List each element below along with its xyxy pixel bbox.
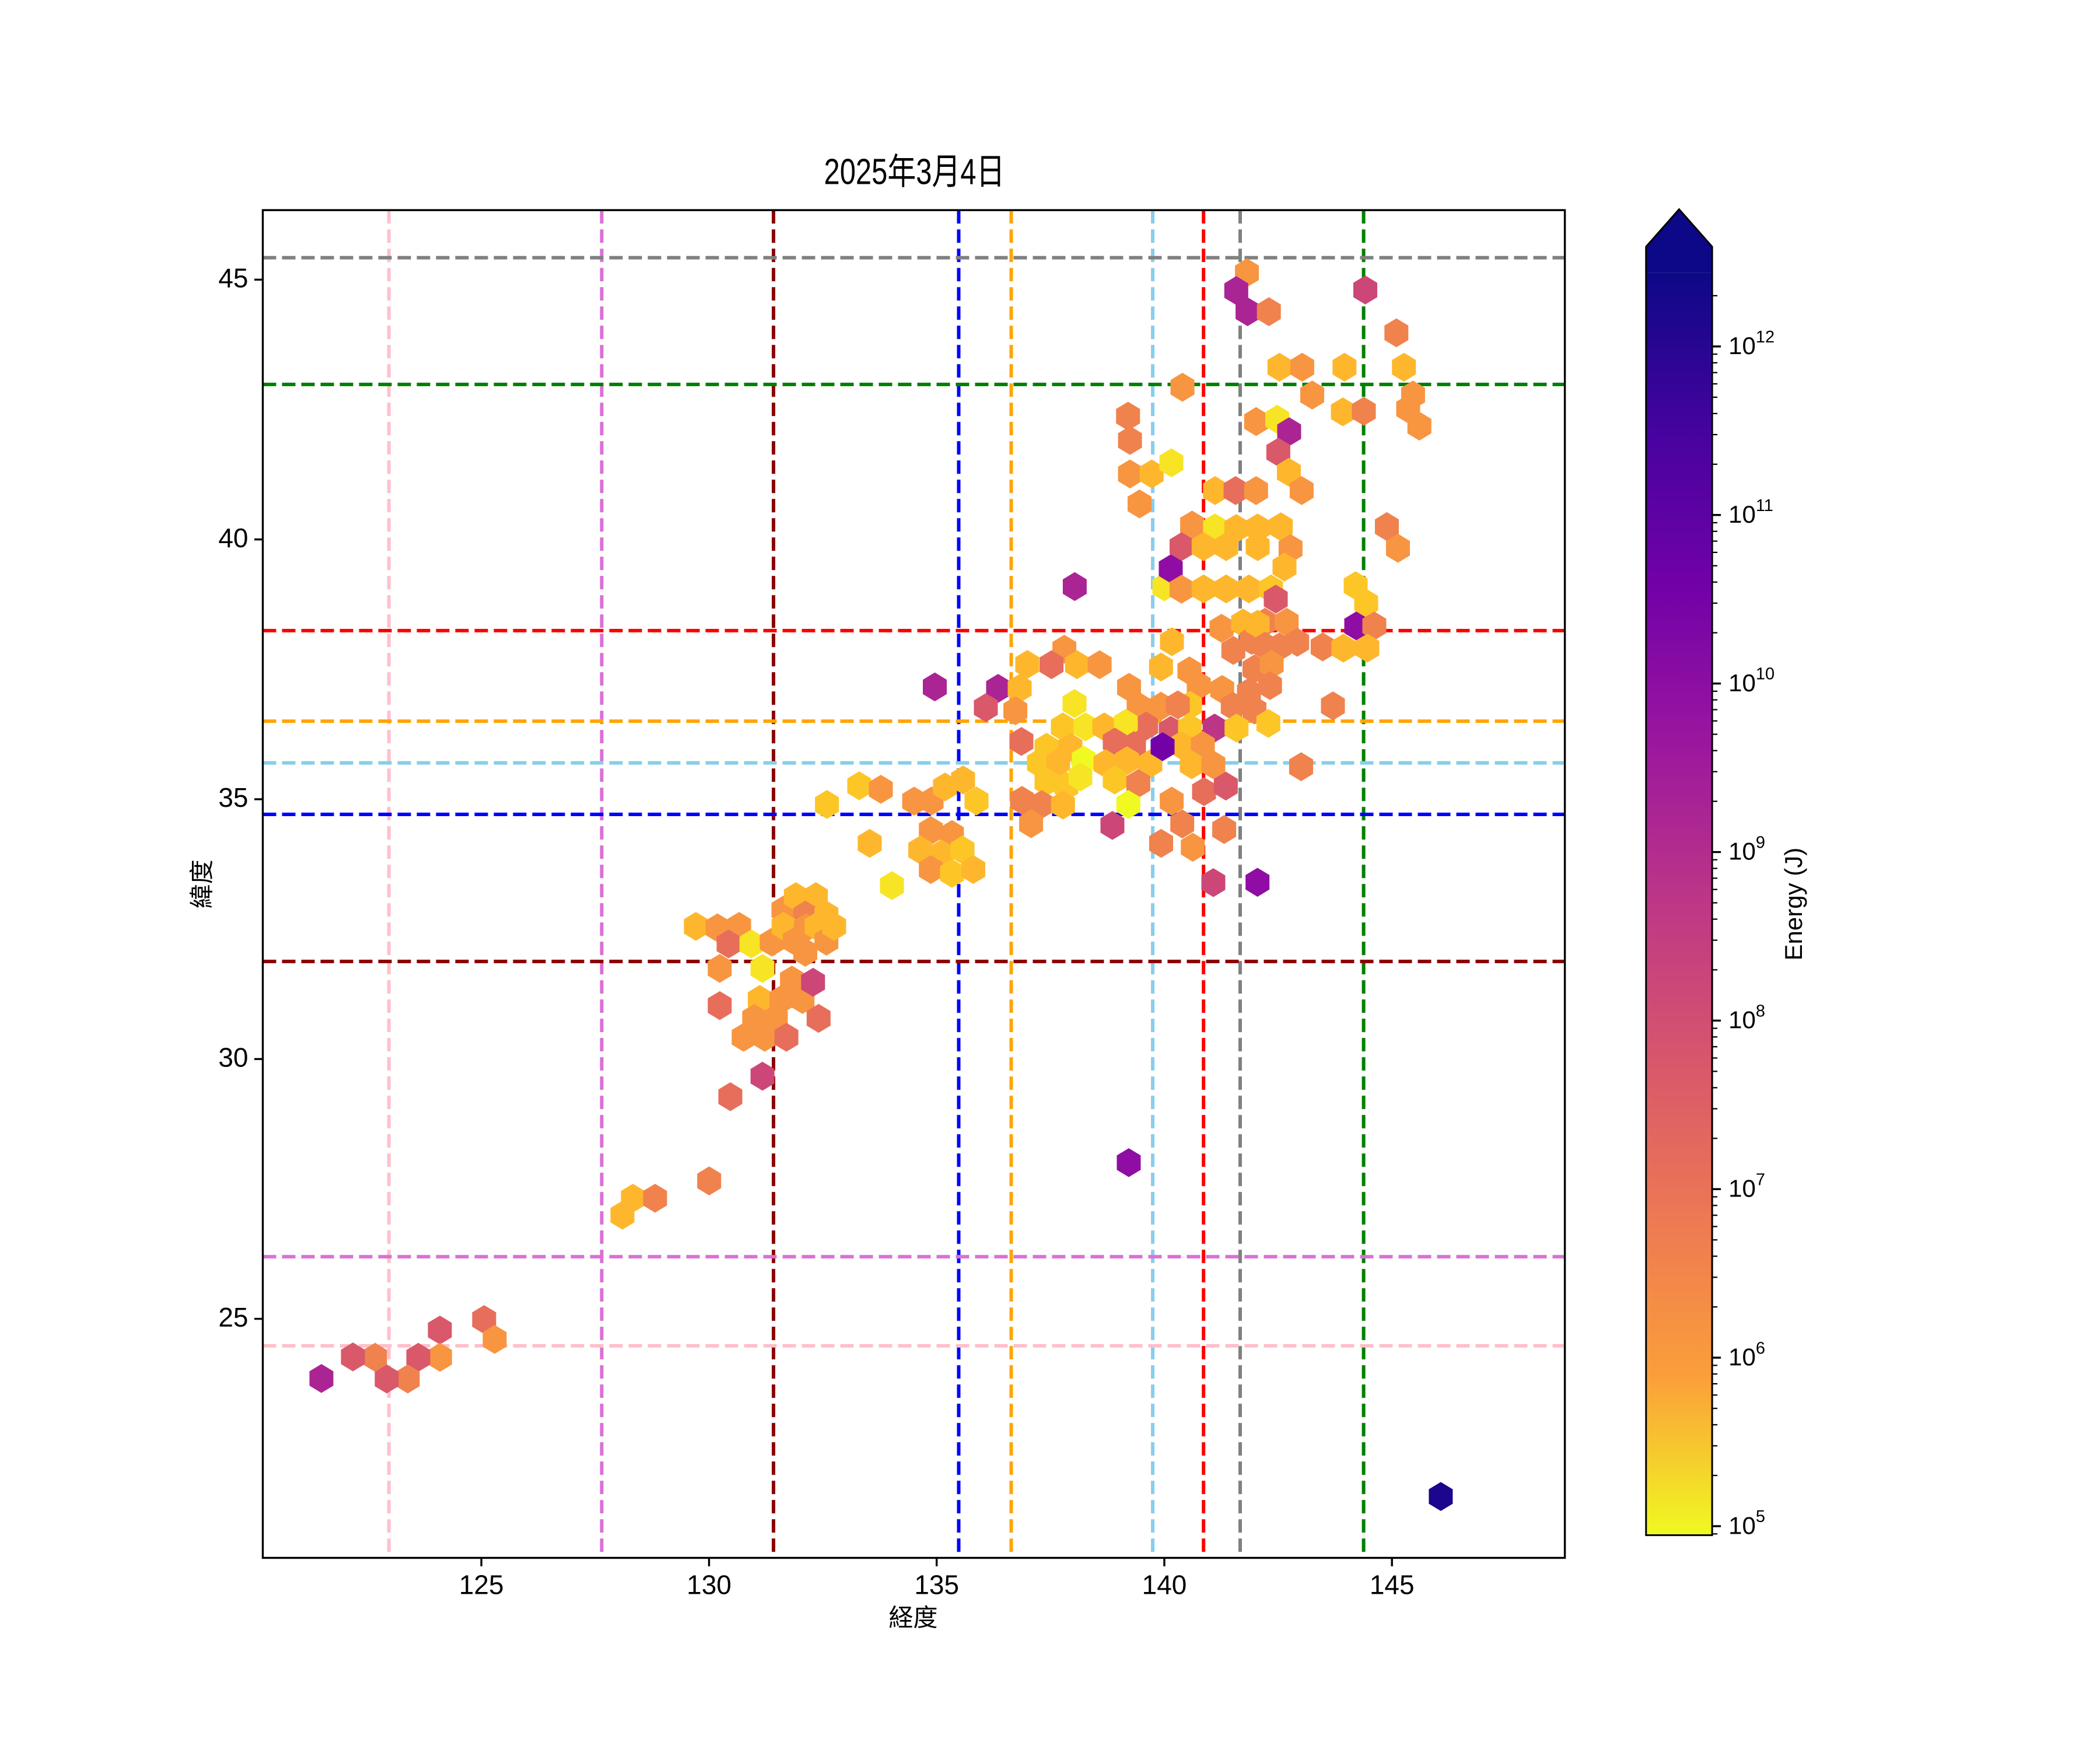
svg-text:140: 140	[1142, 1570, 1187, 1600]
svg-text:145: 145	[1370, 1570, 1415, 1600]
svg-text:2025年3月4日: 2025年3月4日	[824, 152, 1005, 193]
svg-text:40: 40	[218, 523, 248, 553]
svg-text:30: 30	[218, 1042, 248, 1073]
svg-text:108: 108	[1728, 1002, 1765, 1033]
svg-text:45: 45	[218, 263, 248, 293]
svg-text:Energy (J): Energy (J)	[1780, 848, 1807, 961]
svg-text:経度: 経度	[889, 1604, 938, 1632]
svg-text:35: 35	[218, 782, 248, 813]
svg-text:1012: 1012	[1728, 328, 1774, 359]
svg-text:106: 106	[1728, 1339, 1765, 1370]
svg-text:135: 135	[914, 1570, 959, 1600]
svg-text:緯度: 緯度	[188, 859, 216, 908]
svg-text:25: 25	[218, 1302, 248, 1332]
svg-text:130: 130	[687, 1570, 732, 1600]
svg-text:125: 125	[459, 1570, 504, 1600]
